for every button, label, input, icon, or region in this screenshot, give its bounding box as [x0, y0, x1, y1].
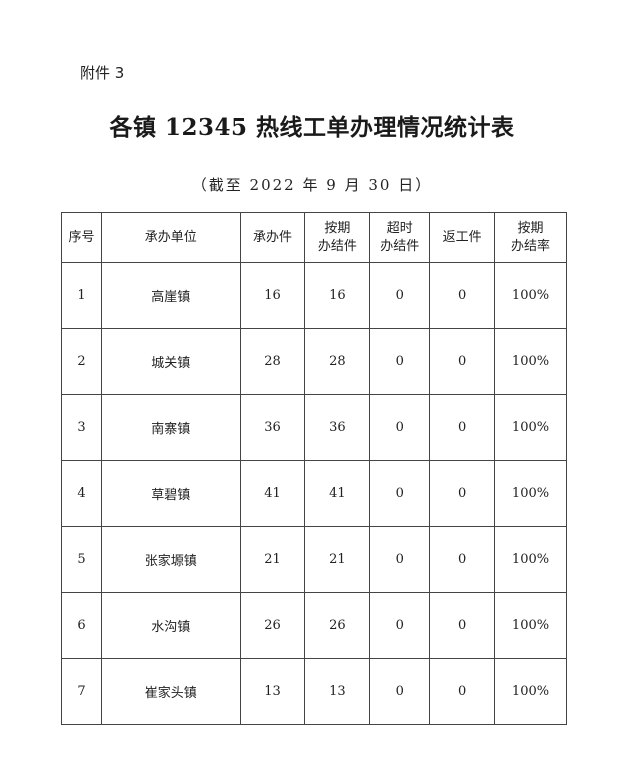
table-cell: 0: [369, 328, 431, 395]
table-cell: 高崖镇: [100, 262, 241, 329]
table-cell: 草碧镇: [100, 460, 241, 527]
table-cell: 3: [61, 394, 102, 461]
table-cell: 13: [304, 658, 371, 725]
table-cell: 41: [304, 460, 371, 527]
table-row: 6 水沟镇 26 26 0 0 100%: [61, 592, 567, 659]
table-cell: 16: [239, 262, 306, 329]
table-cell: 张家塬镇: [100, 526, 241, 593]
column-header: 按期 办结件: [304, 212, 371, 263]
column-header-line: 按期: [517, 220, 544, 236]
table-cell: 100%: [494, 658, 567, 725]
table-cell: 36: [304, 394, 371, 461]
table-cell: 0: [429, 526, 496, 593]
table-row: 2 城关镇 28 28 0 0 100%: [61, 328, 567, 395]
column-header-line: 办结件: [317, 238, 357, 254]
column-header-line: 序号: [68, 229, 95, 245]
table-row: 5 张家塬镇 21 21 0 0 100%: [61, 526, 567, 593]
column-header: 超时 办结件: [369, 212, 431, 263]
table-cell: 28: [304, 328, 371, 395]
column-header-line: 承办单位: [144, 229, 197, 245]
table-cell: 5: [61, 526, 102, 593]
table-cell: 崔家头镇: [100, 658, 241, 725]
table-cell: 100%: [494, 526, 567, 593]
table-cell: 0: [369, 262, 431, 329]
table-cell: 0: [369, 592, 431, 659]
table-cell: 100%: [494, 460, 567, 527]
column-header-line: 返工件: [442, 229, 482, 245]
table-cell: 6: [61, 592, 102, 659]
table-cell: 0: [369, 526, 431, 593]
table-cell: 36: [239, 394, 306, 461]
table-cell: 26: [239, 592, 306, 659]
table-cell: 28: [239, 328, 306, 395]
table-row: 3 南寨镇 36 36 0 0 100%: [61, 394, 567, 461]
table-cell: 26: [304, 592, 371, 659]
table-cell: 100%: [494, 328, 567, 395]
table-cell: 13: [239, 658, 306, 725]
table-cell: 0: [429, 592, 496, 659]
table-row: 4 草碧镇 41 41 0 0 100%: [61, 460, 567, 527]
table-cell: 0: [429, 658, 496, 725]
table-cell: 0: [429, 328, 496, 395]
column-header-line: 按期: [324, 220, 351, 236]
table-cell: 41: [239, 460, 306, 527]
column-header-line: 承办件: [253, 229, 293, 245]
column-header-line: 办结件: [380, 238, 420, 254]
table-cell: 4: [61, 460, 102, 527]
table-cell: 水沟镇: [100, 592, 241, 659]
column-header: 按期 办结率: [494, 212, 567, 263]
table-cell: 0: [429, 394, 496, 461]
table-cell: 16: [304, 262, 371, 329]
attachment-label: 附件 3: [80, 64, 125, 82]
table-cell: 100%: [494, 592, 567, 659]
table-row: 1 高崖镇 16 16 0 0 100%: [61, 262, 567, 329]
table-row: 7 崔家头镇 13 13 0 0 100%: [61, 658, 567, 725]
column-header-line: 办结率: [511, 238, 551, 254]
table-cell: 7: [61, 658, 102, 725]
table-cell: 0: [429, 460, 496, 527]
column-header: 承办件: [239, 212, 306, 263]
table-cell: 100%: [494, 262, 567, 329]
table-cell: 城关镇: [100, 328, 241, 395]
table-header-row: 序号 承办单位 承办件 按期 办结件 超时 办结件 返工件 按期 办结率: [61, 212, 567, 263]
table-cell: 0: [429, 262, 496, 329]
page-title: 各镇 12345 热线工单办理情况统计表: [109, 114, 515, 141]
column-header: 序号: [61, 212, 102, 263]
table-cell: 0: [369, 460, 431, 527]
table-cell: 1: [61, 262, 102, 329]
date-subtitle: （截至 2022 年 9 月 30 日）: [191, 176, 433, 194]
table-cell: 21: [239, 526, 306, 593]
table-cell: 2: [61, 328, 102, 395]
column-header: 返工件: [429, 212, 496, 263]
table-cell: 100%: [494, 394, 567, 461]
table-cell: 0: [369, 394, 431, 461]
statistics-table: 序号 承办单位 承办件 按期 办结件 超时 办结件 返工件 按期 办结率 1 高崖镇 16 16 0 0 10…: [61, 212, 567, 725]
column-header: 承办单位: [100, 212, 241, 263]
table-cell: 南寨镇: [100, 394, 241, 461]
column-header-line: 超时: [386, 220, 413, 236]
table-cell: 0: [369, 658, 431, 725]
table-cell: 21: [304, 526, 371, 593]
